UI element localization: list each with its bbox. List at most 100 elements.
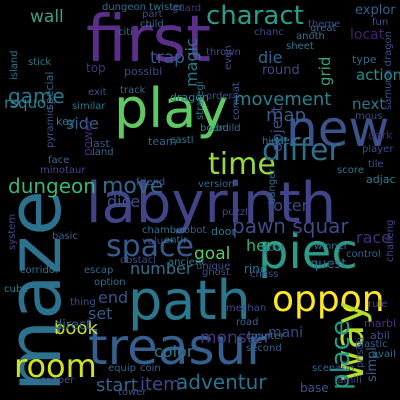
word: scenario [312, 363, 355, 374]
word: tower [118, 387, 147, 398]
word: order [206, 91, 233, 102]
word: face [48, 155, 70, 166]
word: action [356, 66, 400, 84]
word: next [352, 95, 386, 113]
word: board [200, 123, 229, 134]
word: exit [88, 87, 107, 98]
word: cooper [40, 375, 75, 386]
word: theme [308, 19, 341, 30]
word: direct [54, 318, 92, 333]
word: thrown [206, 47, 241, 58]
word: system [7, 213, 18, 250]
word: movement [234, 89, 332, 110]
word: round [262, 63, 300, 78]
word: end [98, 288, 129, 307]
word: oppon [272, 279, 385, 320]
word: space [106, 229, 195, 264]
word: tile [368, 159, 384, 170]
word: goal [194, 244, 231, 264]
word: dungeon [8, 174, 96, 198]
word: chess [250, 269, 279, 280]
word: unique [196, 261, 231, 272]
word: thing [70, 297, 96, 308]
word: prison [355, 337, 366, 368]
word: last [90, 137, 110, 150]
word: player [362, 144, 394, 155]
word: robot [180, 225, 207, 236]
word: token [267, 196, 312, 215]
word: valu [142, 236, 164, 247]
word: differ [262, 133, 341, 168]
word: item [140, 374, 181, 395]
word: hero [246, 236, 282, 255]
word: castl [170, 135, 194, 146]
word: chanc [254, 27, 284, 38]
word: child [140, 19, 164, 30]
word: treasur [88, 318, 267, 376]
word: island [9, 50, 20, 80]
word: entir [164, 235, 188, 246]
word: abil [370, 329, 390, 342]
word: road [236, 317, 259, 328]
word: strategi [195, 81, 206, 120]
word: minotaur [40, 165, 86, 176]
word: monster [200, 328, 271, 348]
word: plastic [355, 339, 388, 350]
word: ring [244, 262, 268, 276]
word: start [96, 375, 138, 396]
word: base [300, 381, 329, 395]
word: quest [310, 257, 347, 272]
word: anoth [296, 31, 325, 42]
word: locat [350, 27, 385, 43]
word: adventur [176, 370, 267, 394]
word: special [43, 71, 56, 110]
word: color [154, 342, 194, 361]
word: trap [150, 48, 185, 68]
word: corridor [20, 265, 60, 276]
word: hidden [262, 136, 297, 147]
word: fun [372, 17, 389, 28]
word: obstacl [120, 255, 157, 266]
word: dungeon twister [102, 2, 184, 13]
word: labyrinth [86, 171, 337, 236]
word: piec [258, 224, 358, 280]
word: similar [72, 101, 106, 112]
word: second [246, 343, 282, 354]
word: track [120, 85, 146, 96]
word: race [356, 228, 392, 247]
word: top [86, 61, 106, 75]
word: first [86, 3, 212, 77]
word: path [128, 269, 251, 332]
word: new [286, 100, 390, 158]
word: game [8, 84, 65, 108]
word: pawn squar [232, 214, 349, 238]
word: dragon [170, 91, 209, 104]
word: option [94, 277, 126, 288]
word: land [92, 147, 114, 158]
word: guard [172, 3, 202, 14]
word: dark [368, 129, 393, 142]
word: counter [246, 331, 285, 342]
word: adjac [366, 173, 396, 186]
word: book [54, 318, 98, 339]
word: stick [28, 57, 52, 68]
word: die [258, 48, 283, 67]
word: cube [4, 284, 29, 295]
word: mani [268, 325, 303, 341]
word: gold [262, 243, 284, 254]
word: puzzl [222, 207, 248, 218]
word: famili [334, 375, 362, 386]
word: chamber [142, 225, 187, 236]
word: part [142, 9, 163, 20]
word: pyramid [45, 106, 56, 148]
word: grid [316, 56, 334, 86]
word: possibl [124, 65, 163, 78]
word: escap [84, 265, 114, 276]
word: team [148, 135, 177, 148]
word: number [130, 259, 193, 278]
word: magic [182, 38, 201, 87]
word: coin [140, 363, 161, 374]
word: marbl [364, 317, 397, 330]
word: explor [355, 3, 396, 18]
